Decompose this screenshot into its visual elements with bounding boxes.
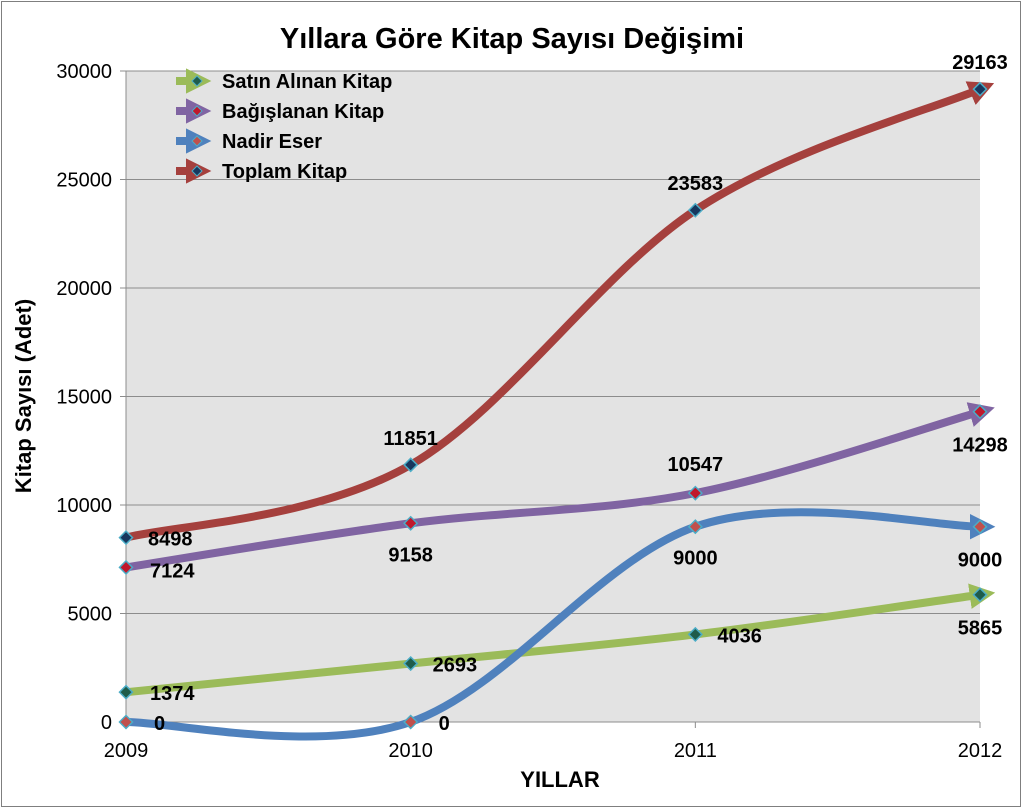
data-marker xyxy=(118,714,134,730)
data-label: 9000 xyxy=(673,548,718,570)
legend-label: Toplam Kitap xyxy=(222,161,347,183)
legend-marker xyxy=(191,135,203,147)
legend-label: Bağışlanan Kitap xyxy=(222,101,384,123)
legend-label: Nadir Eser xyxy=(222,131,322,153)
series-line xyxy=(125,508,996,741)
chart-title: Yıllara Göre Kitap Sayısı Değişimi xyxy=(280,23,744,55)
series-line xyxy=(125,81,995,542)
y-tick-label: 30000 xyxy=(56,61,112,83)
x-tick-label: 2012 xyxy=(958,740,1003,762)
data-label: 14298 xyxy=(952,435,1008,457)
data-label: 11851 xyxy=(383,428,438,450)
data-label: 9000 xyxy=(958,550,1003,572)
y-tick-label: 20000 xyxy=(56,278,112,300)
legend-marker xyxy=(191,75,203,87)
data-marker xyxy=(687,485,703,501)
data-marker xyxy=(687,202,703,218)
data-marker xyxy=(118,559,134,575)
y-tick-label: 25000 xyxy=(56,170,112,192)
data-label: 23583 xyxy=(668,173,724,195)
data-marker xyxy=(403,714,419,730)
y-tick-labels: 0 5000 10000 15000 20000 25000 30000 xyxy=(56,61,112,734)
data-marker xyxy=(972,404,988,420)
series-line xyxy=(125,402,995,572)
y-tick-label: 15000 xyxy=(56,387,112,409)
data-marker xyxy=(403,457,419,473)
data-marker xyxy=(972,587,988,603)
y-tick-label: 10000 xyxy=(56,495,112,517)
legend: Satın Alınan Kitap Bağışlanan Kitap Nadir … xyxy=(176,68,392,184)
data-marker xyxy=(687,626,703,642)
series-line xyxy=(125,583,996,697)
data-label: 0 xyxy=(154,713,165,735)
data-label: 8498 xyxy=(148,529,193,551)
x-tick-label: 2009 xyxy=(104,740,149,762)
data-labels: 1374 2693 4036 5865 7124 9158 10547 14298 0 0 9000… xyxy=(148,52,1008,735)
data-label: 5865 xyxy=(958,618,1003,640)
data-label: 29163 xyxy=(952,52,1008,74)
x-tick-label: 2010 xyxy=(388,740,433,762)
data-marker xyxy=(972,519,988,535)
x-axis-title: YILLAR xyxy=(520,767,600,792)
data-markers xyxy=(118,81,988,730)
y-tick-label: 5000 xyxy=(68,604,113,626)
x-tick-labels: 2009 2010 2011 2012 xyxy=(104,740,1003,762)
data-label: 1374 xyxy=(150,683,195,705)
legend-marker xyxy=(191,105,203,117)
y-tick-label: 0 xyxy=(101,712,112,734)
data-marker xyxy=(403,515,419,531)
data-marker xyxy=(687,519,703,535)
data-marker xyxy=(403,656,419,672)
data-label: 2693 xyxy=(433,655,478,677)
data-marker xyxy=(118,530,134,546)
data-label: 7124 xyxy=(150,560,195,582)
y-axis-title: Kitap Sayısı (Adet) xyxy=(11,299,36,493)
data-label: 4036 xyxy=(717,625,762,647)
data-marker xyxy=(118,684,134,700)
data-marker xyxy=(972,81,988,97)
x-tick-label: 2011 xyxy=(674,740,717,762)
legend-marker xyxy=(191,165,203,177)
legend-label: Satın Alınan Kitap xyxy=(222,71,392,93)
data-label: 9158 xyxy=(388,544,433,566)
data-label: 10547 xyxy=(668,454,724,476)
series-lines xyxy=(125,81,996,741)
data-label: 0 xyxy=(439,713,450,735)
